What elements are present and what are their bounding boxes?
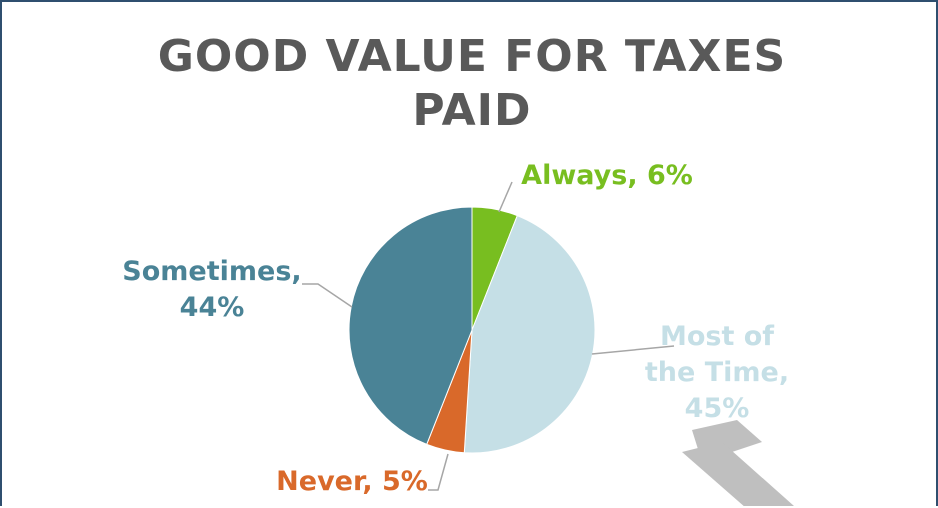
leader-line [498, 181, 513, 213]
watermark [682, 420, 794, 506]
data-label: Never, 5% [276, 466, 428, 497]
data-label: Always, 6% [521, 160, 693, 191]
pie-slice [463, 214, 596, 454]
leader-line [428, 453, 449, 491]
chart-title: GOOD VALUE FOR TAXES PAID [157, 31, 787, 136]
leader-line [302, 283, 353, 308]
data-label: Sometimes, 44% [122, 256, 302, 323]
leader-line [591, 345, 675, 355]
data-label: Most of the Time, 45% [644, 321, 790, 424]
